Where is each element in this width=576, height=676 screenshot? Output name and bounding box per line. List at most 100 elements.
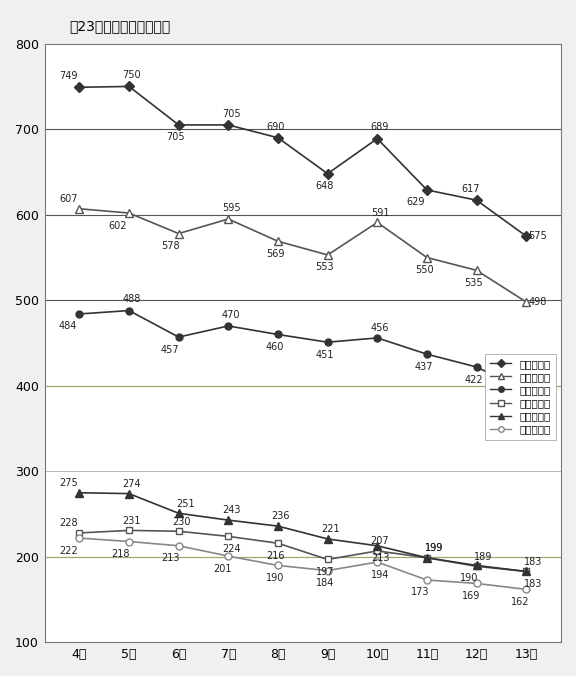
県　北　部 xyxy=(126,82,132,91)
都城北諸県 xyxy=(225,322,232,330)
Text: 690: 690 xyxy=(266,122,285,132)
西都・児湯 xyxy=(324,556,331,564)
西都・児湯 xyxy=(423,554,430,562)
日南・串間 xyxy=(175,509,182,517)
日南・串間 xyxy=(275,522,282,530)
日南・串間 xyxy=(523,567,530,575)
小林西諸県 xyxy=(175,541,182,550)
県　北　部 xyxy=(76,83,83,91)
Text: 199: 199 xyxy=(425,543,443,553)
Text: 535: 535 xyxy=(464,278,483,288)
Text: 275: 275 xyxy=(59,478,78,488)
日南・串間 xyxy=(374,541,381,550)
宮崎東諸県 xyxy=(423,254,430,262)
都城北諸県 xyxy=(374,334,381,342)
小林西諸県 xyxy=(275,561,282,569)
Text: 221: 221 xyxy=(321,524,340,534)
Text: 617: 617 xyxy=(462,184,480,194)
Text: 243: 243 xyxy=(222,506,240,515)
西都・児湯 xyxy=(76,529,83,537)
小林西諸県 xyxy=(126,537,132,546)
西都・児湯 xyxy=(523,567,530,575)
Text: 222: 222 xyxy=(59,546,78,556)
Text: 602: 602 xyxy=(109,220,127,231)
県　北　部 xyxy=(473,196,480,204)
Text: 705: 705 xyxy=(222,109,240,119)
西都・児湯 xyxy=(225,532,232,540)
Line: 都城北諸県: 都城北諸県 xyxy=(76,307,530,394)
Line: 西都・児湯: 西都・児湯 xyxy=(76,527,530,575)
Text: 236: 236 xyxy=(271,511,290,521)
日南・串間 xyxy=(324,535,331,543)
Text: 189: 189 xyxy=(475,552,492,562)
Text: 199: 199 xyxy=(425,543,443,553)
日南・串間 xyxy=(225,516,232,524)
Text: 207: 207 xyxy=(371,536,389,546)
Text: 231: 231 xyxy=(123,516,141,526)
宮崎東諸県 xyxy=(225,215,232,223)
Text: 213: 213 xyxy=(161,553,180,563)
県　北　部 xyxy=(523,232,530,240)
Text: 197: 197 xyxy=(316,567,334,577)
西都・児湯 xyxy=(374,547,381,555)
Text: 216: 216 xyxy=(266,551,285,560)
県　北　部 xyxy=(275,134,282,142)
Text: 460: 460 xyxy=(266,342,285,352)
Text: 図23　広域市町村別の年: 図23 広域市町村別の年 xyxy=(69,19,170,33)
宮崎東諸県 xyxy=(473,266,480,274)
都城北諸県 xyxy=(523,387,530,395)
小林西諸県 xyxy=(324,566,331,575)
Text: 173: 173 xyxy=(411,587,429,598)
Legend: 県　北　部, 宮崎東諸県, 都城北諸県, 西都・児湯, 日南・串間, 小林西諸県: 県 北 部, 宮崎東諸県, 都城北諸県, 西都・児湯, 日南・串間, 小林西諸県 xyxy=(485,354,556,439)
Text: 184: 184 xyxy=(316,578,334,588)
宮崎東諸県 xyxy=(374,218,381,226)
小林西諸県 xyxy=(473,579,480,587)
Text: 488: 488 xyxy=(123,295,141,304)
Text: 162: 162 xyxy=(511,597,530,607)
都城北諸県 xyxy=(126,306,132,314)
西都・児湯 xyxy=(473,562,480,571)
Text: 550: 550 xyxy=(415,265,434,275)
日南・串間 xyxy=(126,489,132,498)
Text: 183: 183 xyxy=(524,579,543,589)
Text: 498: 498 xyxy=(528,297,547,307)
西都・児湯 xyxy=(126,527,132,535)
都城北諸県 xyxy=(423,350,430,358)
Text: 457: 457 xyxy=(161,345,180,355)
都城北諸県 xyxy=(275,331,282,339)
都城北諸県 xyxy=(324,338,331,346)
Line: 宮崎東諸県: 宮崎東諸県 xyxy=(75,205,530,306)
県　北　部 xyxy=(225,121,232,129)
小林西諸県 xyxy=(76,534,83,542)
宮崎東諸県 xyxy=(275,237,282,245)
宮崎東諸県 xyxy=(523,298,530,306)
Text: 218: 218 xyxy=(111,549,130,559)
都城北諸県 xyxy=(473,363,480,371)
Line: 県　北　部: 県 北 部 xyxy=(76,83,530,239)
小林西諸県 xyxy=(423,576,430,584)
Text: 224: 224 xyxy=(222,544,240,554)
Text: 553: 553 xyxy=(316,262,334,272)
Text: 569: 569 xyxy=(266,249,285,259)
Text: 607: 607 xyxy=(59,194,77,204)
Text: 705: 705 xyxy=(166,132,185,143)
宮崎東諸県 xyxy=(324,251,331,259)
Text: 629: 629 xyxy=(407,197,425,208)
Text: 394: 394 xyxy=(524,398,543,408)
Text: 456: 456 xyxy=(371,323,389,333)
Text: 201: 201 xyxy=(214,564,232,573)
Text: 648: 648 xyxy=(316,181,334,191)
日南・串間 xyxy=(76,489,83,497)
Line: 日南・串間: 日南・串間 xyxy=(75,489,530,575)
小林西諸県 xyxy=(523,585,530,594)
Text: 750: 750 xyxy=(123,70,141,80)
小林西諸県 xyxy=(225,552,232,560)
Text: 470: 470 xyxy=(222,310,240,320)
日南・串間 xyxy=(473,561,480,569)
宮崎東諸県 xyxy=(126,209,132,217)
Text: 169: 169 xyxy=(462,591,480,601)
西都・児湯 xyxy=(275,539,282,548)
Text: 689: 689 xyxy=(371,122,389,132)
宮崎東諸県 xyxy=(175,230,182,238)
県　北　部 xyxy=(374,135,381,143)
